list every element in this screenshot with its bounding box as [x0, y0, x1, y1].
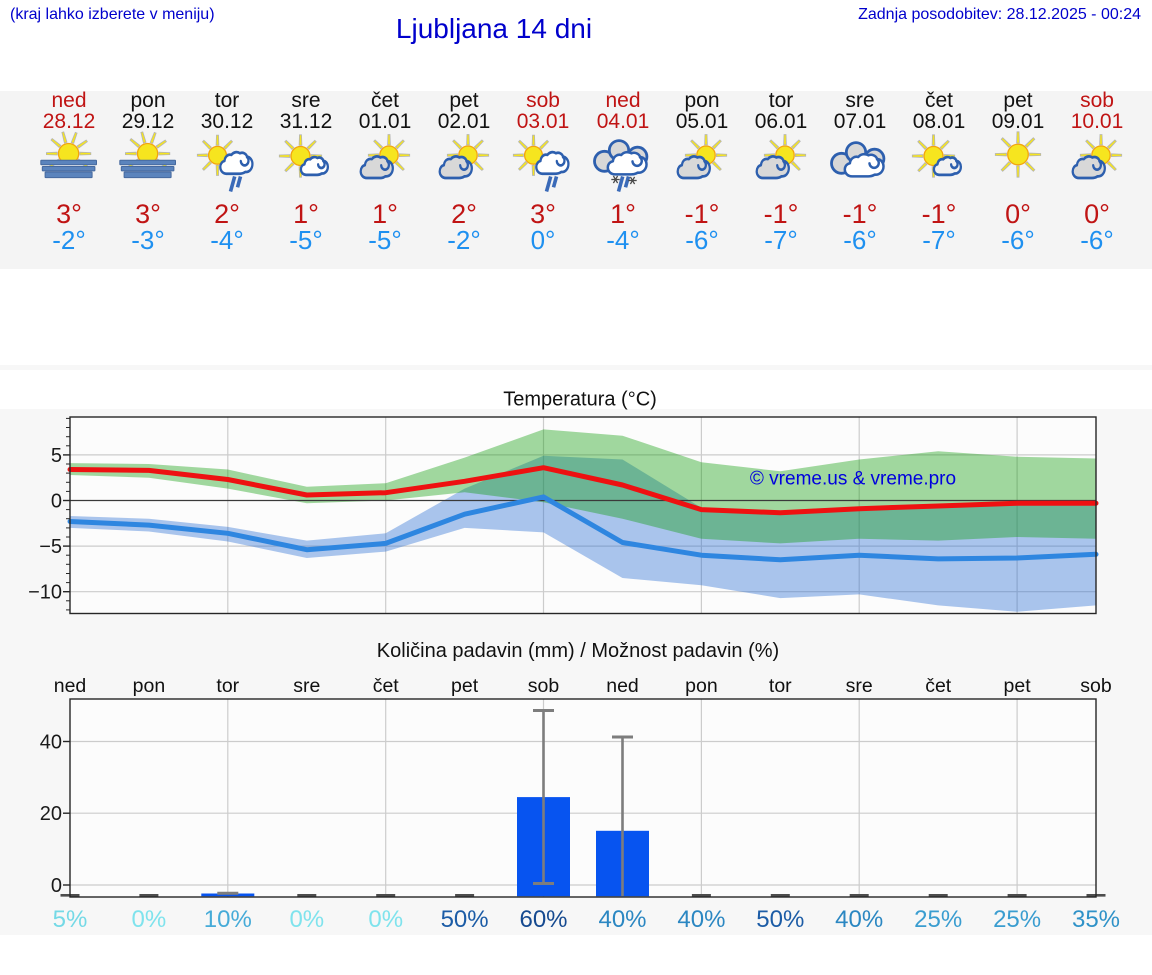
svg-text:40%: 40%: [677, 906, 725, 933]
svg-text:60%: 60%: [519, 906, 567, 933]
svg-text:40: 40: [40, 732, 62, 754]
svg-text:0%: 0%: [132, 906, 167, 933]
svg-text:pet: pet: [1004, 675, 1032, 697]
svg-text:tor: tor: [769, 675, 792, 697]
svg-text:tor: tor: [216, 675, 239, 697]
svg-text:0: 0: [51, 491, 62, 513]
svg-text:25%: 25%: [993, 906, 1041, 933]
svg-text:sob: sob: [528, 675, 560, 697]
svg-text:Temperatura (°C): Temperatura (°C): [503, 389, 657, 411]
svg-text:sre: sre: [293, 675, 320, 697]
svg-text:−5: −5: [39, 536, 62, 558]
svg-text:Količina padavin (mm) / Možnos: Količina padavin (mm) / Možnost padavin …: [377, 640, 779, 662]
svg-text:10%: 10%: [204, 906, 252, 933]
svg-text:40%: 40%: [598, 906, 646, 933]
svg-text:20: 20: [40, 803, 62, 825]
svg-text:50%: 50%: [441, 906, 489, 933]
svg-text:25%: 25%: [914, 906, 962, 933]
svg-text:pon: pon: [133, 675, 166, 697]
svg-text:pet: pet: [451, 675, 479, 697]
svg-text:pon: pon: [685, 675, 718, 697]
svg-text:čet: čet: [373, 675, 400, 697]
svg-text:5%: 5%: [53, 906, 88, 933]
svg-text:ned: ned: [606, 675, 639, 697]
svg-text:50%: 50%: [756, 906, 804, 933]
svg-text:40%: 40%: [835, 906, 883, 933]
svg-text:0: 0: [51, 875, 62, 897]
svg-text:čet: čet: [925, 675, 952, 697]
svg-text:0%: 0%: [289, 906, 324, 933]
svg-text:© vreme.us & vreme.pro: © vreme.us & vreme.pro: [750, 469, 956, 490]
svg-text:35%: 35%: [1072, 906, 1120, 933]
svg-text:sob: sob: [1080, 675, 1112, 697]
svg-text:−10: −10: [28, 582, 62, 604]
svg-text:5: 5: [51, 445, 62, 467]
svg-text:sre: sre: [846, 675, 873, 697]
svg-text:ned: ned: [54, 675, 87, 697]
svg-text:0%: 0%: [368, 906, 403, 933]
